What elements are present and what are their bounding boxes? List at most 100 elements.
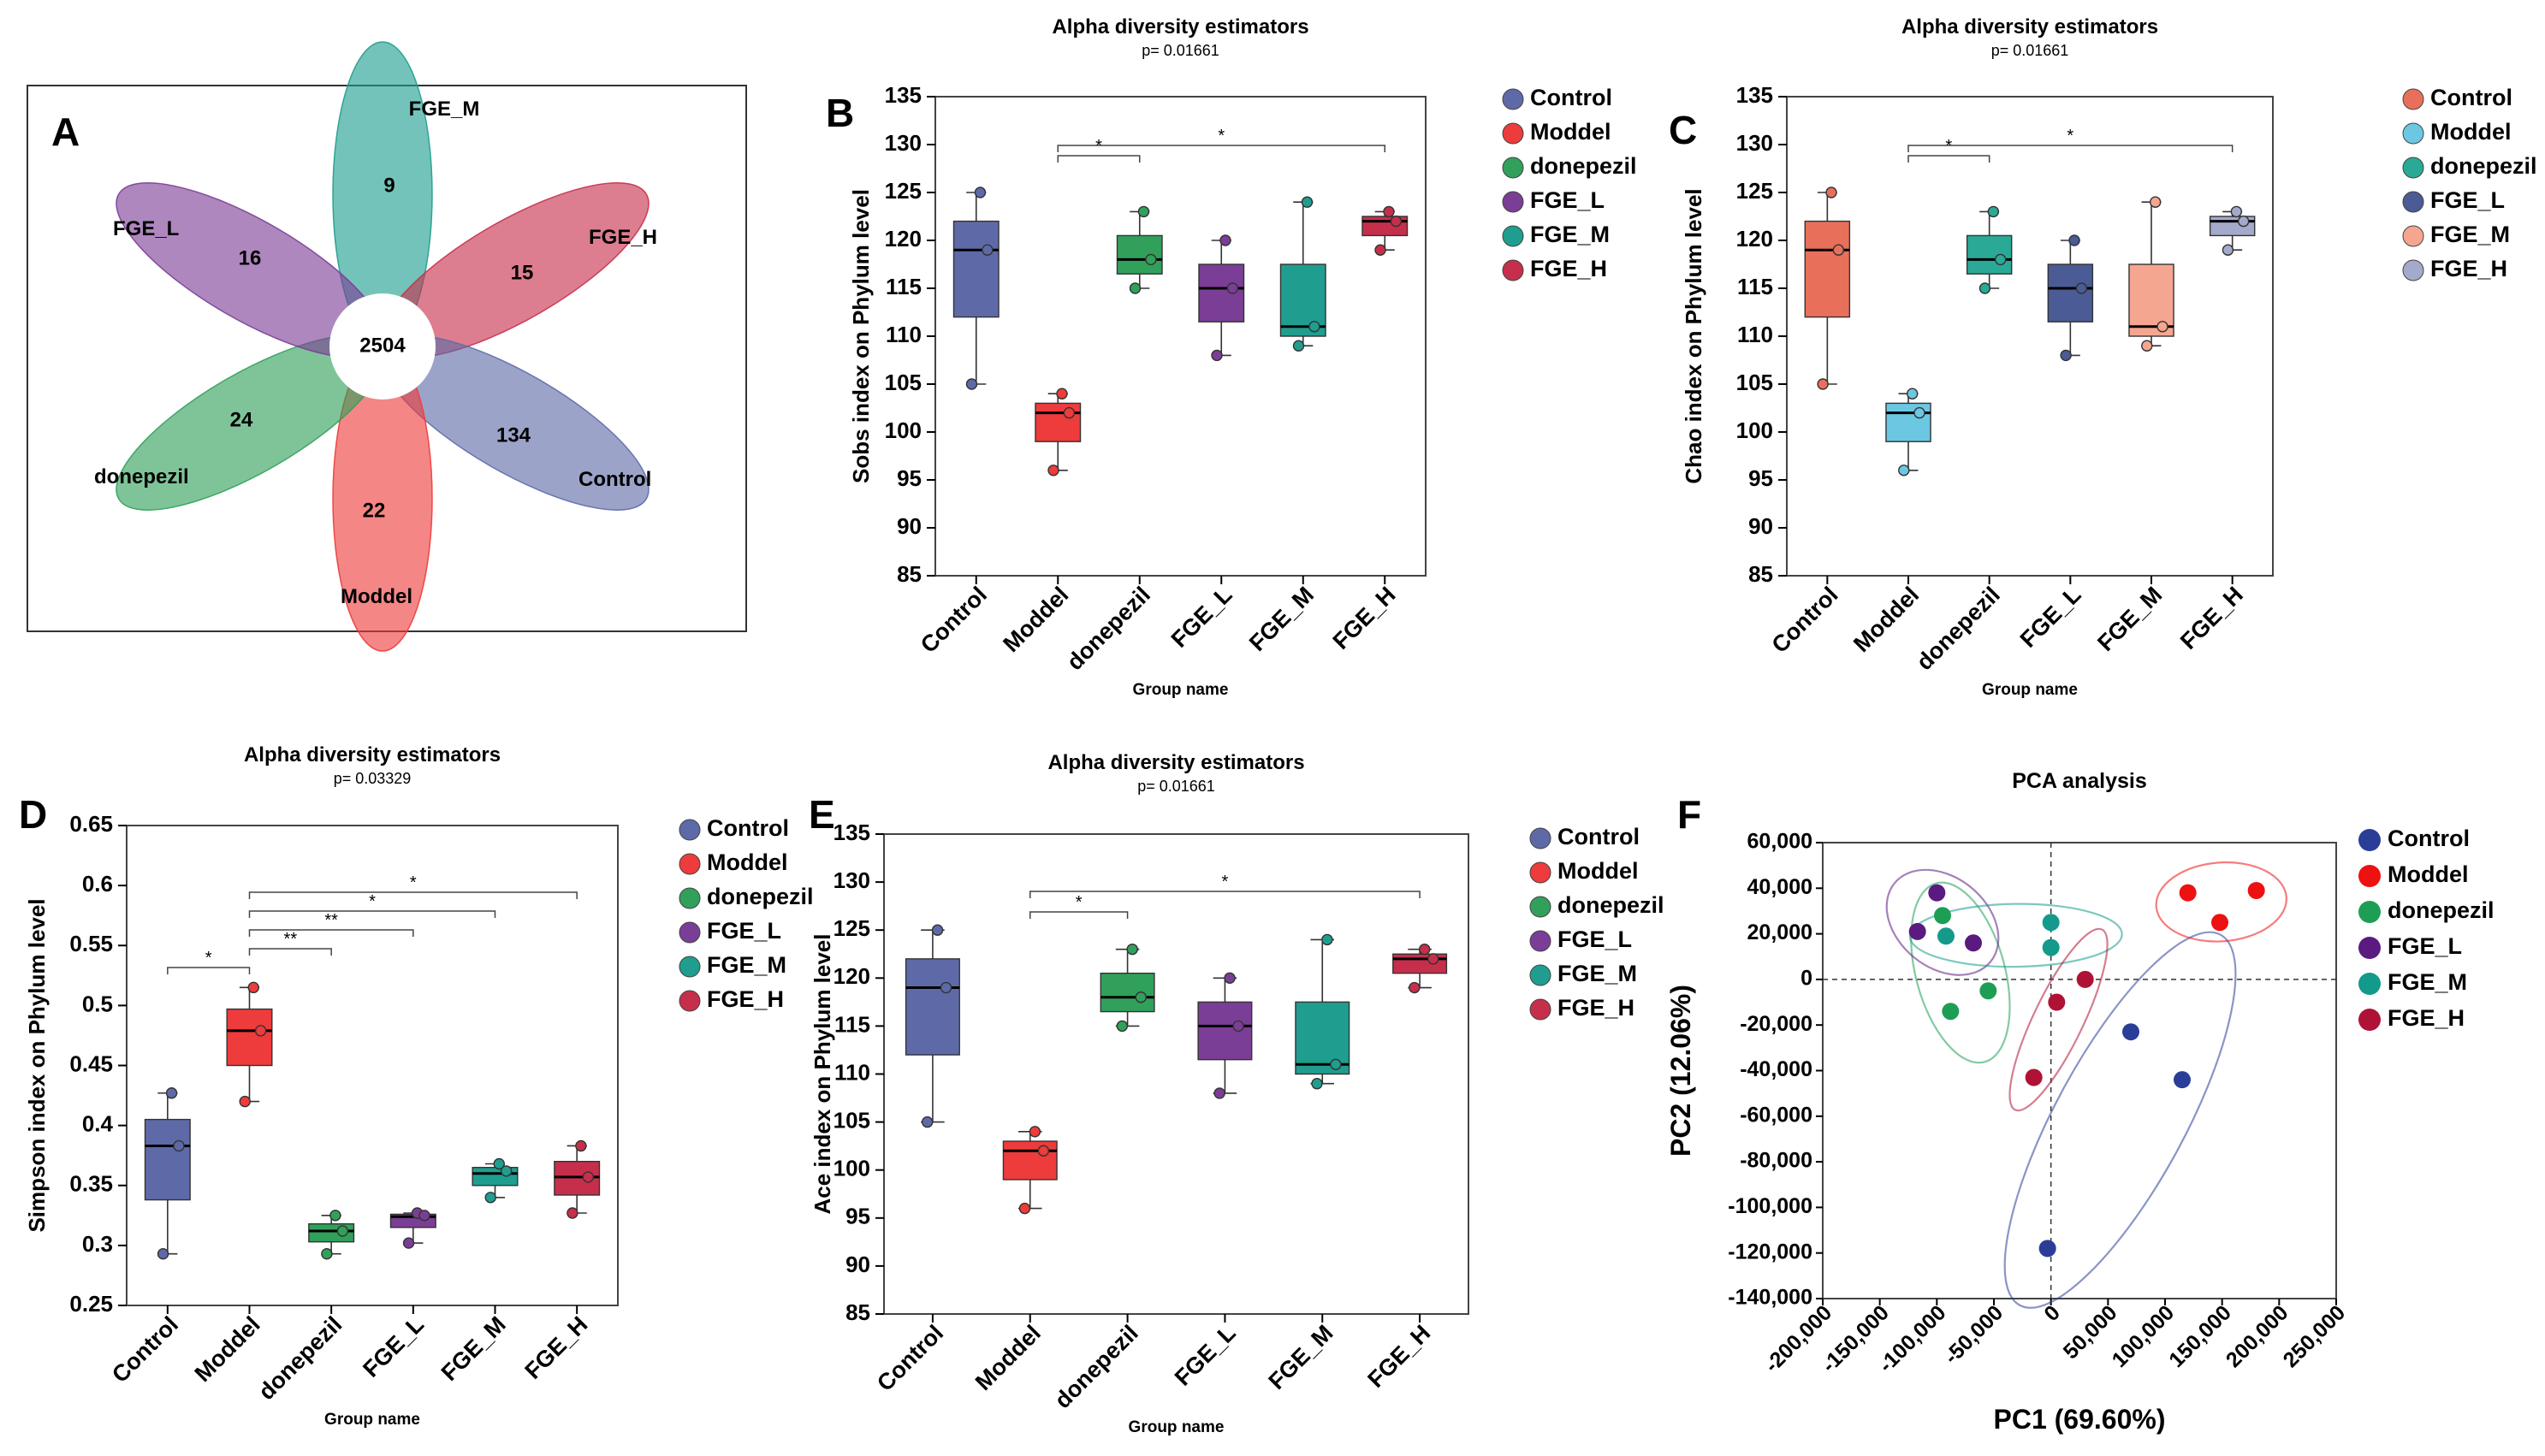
legend-label: Control: [2388, 826, 2470, 851]
x-tick-label: FGE_H: [1328, 582, 1401, 654]
legend-label: donepezil: [2388, 897, 2495, 923]
y-tick-label: 120: [834, 963, 870, 989]
legend-label: Moddel: [2430, 119, 2512, 145]
data-point: [2149, 196, 2162, 208]
data-point: [500, 1165, 513, 1177]
legend-label: Moddel: [707, 849, 788, 875]
data-point: [1383, 205, 1395, 218]
legend-label: FGE_M: [2430, 222, 2510, 247]
y-tick-label: 0.3: [82, 1231, 113, 1257]
venn-unique-count: 22: [363, 499, 386, 522]
data-point: [1898, 465, 1910, 476]
legend-label: Control: [707, 815, 789, 841]
chart-title: Alpha diversity estimators: [244, 743, 501, 766]
x-tick-label: 150,000: [2164, 1300, 2236, 1372]
data-point: [982, 244, 994, 256]
venn-unique-count: 16: [239, 246, 262, 269]
legend-marker: [2358, 1009, 2381, 1031]
panel-letter-a: A: [51, 109, 80, 154]
venn-label: FGE_L: [113, 217, 179, 240]
venn-label: Moddel: [341, 585, 412, 608]
x-tick-label: FGE_H: [2175, 582, 2248, 654]
y-tick-label: 0.65: [69, 811, 113, 837]
x-axis-label: Group name: [1129, 1418, 1225, 1436]
x-axis-label: Group name: [1982, 681, 2078, 699]
significance-bracket: [1029, 891, 1421, 898]
data-point: [2237, 215, 2250, 228]
box-donepezil: [1966, 234, 2013, 275]
data-point: [402, 1237, 415, 1249]
y-tick-label: 90: [897, 513, 922, 539]
y-tick-label: 40,000: [1747, 875, 1812, 899]
data-point: [1825, 186, 1837, 198]
data-point: [2075, 282, 2088, 294]
y-tick-label: 0.5: [82, 991, 113, 1016]
chart-title: Alpha diversity estimators: [1047, 751, 1304, 774]
data-point: [247, 981, 259, 994]
y-tick-label: 20,000: [1747, 920, 1812, 944]
pca-point-donepezil: [1979, 982, 1997, 1000]
legend-label: FGE_H: [1557, 995, 1634, 1021]
box-moddel: [226, 1008, 273, 1067]
x-tick-label: 250,000: [2279, 1300, 2351, 1372]
data-point: [329, 1210, 341, 1222]
data-point: [567, 1207, 578, 1219]
pca-point-fge-h: [2025, 1068, 2043, 1086]
y-tick-label: 105: [885, 370, 922, 395]
x-axis-label: Group name: [1133, 681, 1229, 699]
box-panel-b: Alpha diversity estimators p= 0.01661 85 90…: [848, 15, 1637, 699]
legend-marker: [1529, 964, 1551, 986]
legend-marker: [1529, 827, 1551, 849]
legend-marker: [1502, 259, 1524, 281]
legend-label: Control: [2430, 85, 2512, 110]
box-donepezil: [1100, 972, 1155, 1013]
box-control: [144, 1118, 191, 1201]
legend-marker: [679, 887, 701, 909]
x-tick-label: donepezil: [1912, 582, 2005, 675]
data-point: [1224, 972, 1236, 985]
data-point: [254, 1025, 267, 1037]
box-fge-m: [1279, 263, 1326, 337]
y-tick-label: 95: [897, 465, 922, 491]
x-tick-label: Moddel: [1848, 582, 1924, 657]
x-tick-label: FGE_L: [358, 1311, 429, 1382]
venn-unique-count: 9: [383, 174, 395, 197]
box-fge-l: [2047, 263, 2094, 323]
data-point: [1137, 205, 1150, 218]
venn-unique-count: 15: [511, 261, 534, 284]
box-control: [905, 958, 960, 1056]
data-point: [2156, 321, 2168, 333]
significance-bracket: [248, 948, 332, 956]
legend-marker: [679, 990, 701, 1012]
y-tick-label: -20,000: [1740, 1012, 1812, 1036]
legend-marker: [1502, 88, 1524, 110]
y-tick-label: 85: [897, 561, 922, 587]
y-axis-label: Simpson index on Phylum level: [24, 898, 50, 1232]
data-point: [582, 1171, 595, 1183]
x-tick-label: -50,000: [1939, 1300, 2008, 1369]
box-moddel: [1035, 402, 1082, 442]
x-tick-label: Control: [872, 1320, 948, 1396]
data-point: [1292, 340, 1305, 352]
plot-frame: [1786, 96, 2274, 577]
y-axis-label: Ace index on Phylum level: [810, 934, 835, 1215]
x-tick-label: Moddel: [190, 1311, 265, 1387]
legend-label: donepezil: [1530, 153, 1637, 179]
data-point: [321, 1247, 333, 1260]
legend-label: FGE_M: [1557, 961, 1637, 986]
y-axis-label: Chao index on Phylum level: [1681, 188, 1706, 483]
data-point: [965, 378, 978, 390]
box-control: [1804, 220, 1851, 318]
pca-point-donepezil: [1934, 907, 1951, 925]
y-tick-label: 85: [845, 1299, 870, 1325]
y-tick-label: 0.45: [69, 1051, 113, 1076]
chart-subtitle: p= 0.03329: [334, 770, 412, 787]
y-tick-label: 0.25: [69, 1291, 113, 1317]
group-ellipse-moddel: [2155, 861, 2287, 943]
legend-label: Moddel: [1530, 119, 1611, 145]
x-tick-label: FGE_M: [1264, 1320, 1338, 1394]
data-point: [2222, 244, 2234, 256]
data-point: [931, 924, 944, 936]
data-point: [2230, 205, 2243, 218]
data-point: [974, 186, 987, 198]
